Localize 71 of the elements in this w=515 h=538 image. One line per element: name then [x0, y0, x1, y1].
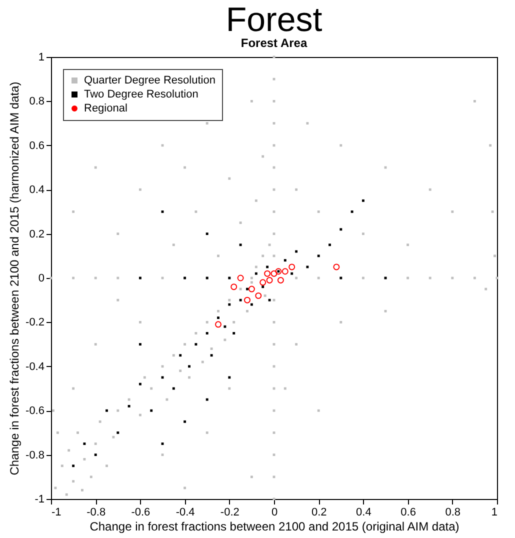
point — [333, 264, 340, 270]
x-tick-label: -0.2 — [220, 506, 240, 518]
point — [350, 210, 354, 213]
point — [239, 298, 242, 302]
point — [282, 268, 288, 275]
point — [255, 292, 262, 299]
point — [284, 259, 286, 262]
chart-subtitle: Forest Area — [240, 36, 308, 50]
point — [194, 343, 198, 346]
x-tick-label: -0.4 — [176, 506, 195, 518]
point — [290, 272, 294, 275]
y-tick-label: 0.6 — [29, 140, 44, 152]
point — [239, 244, 242, 246]
y-tick-label: -0.6 — [26, 405, 44, 418]
point — [260, 279, 266, 286]
point — [138, 382, 142, 386]
point — [206, 232, 208, 236]
point — [230, 284, 238, 290]
point — [184, 420, 186, 423]
x-tick-label: 0 — [271, 506, 278, 518]
point — [116, 431, 120, 434]
y-axis-title: Change in forest fractions between 2100 and 2015 (harmonized AIM data) — [8, 82, 22, 476]
y-tick-label: 1 — [38, 52, 44, 64]
point — [224, 325, 226, 328]
point — [248, 286, 255, 292]
point — [94, 454, 97, 456]
x-tick-label: -0.6 — [131, 506, 150, 518]
point — [264, 270, 271, 277]
x-tick-label: 0.2 — [311, 506, 327, 518]
y-tick-label: 0.2 — [29, 228, 44, 240]
point — [288, 264, 296, 270]
point — [244, 296, 250, 304]
x-tick-label: 0.8 — [445, 506, 461, 518]
chart-title: Forest — [226, 1, 323, 39]
x-tick-label: 0.4 — [356, 506, 372, 518]
point — [262, 286, 264, 288]
x-tick-label: -1 — [52, 506, 62, 518]
x-axis-title: Change in forest fractions between 2100 and 2015 (original AIM data) — [90, 520, 460, 534]
y-tick-label: 0.8 — [29, 96, 44, 108]
point — [254, 272, 258, 275]
point — [72, 464, 75, 468]
point — [362, 199, 364, 202]
point — [179, 354, 182, 357]
point — [268, 298, 271, 302]
y-tick-label: -0.2 — [26, 316, 44, 329]
point — [150, 409, 153, 412]
point — [317, 254, 320, 258]
point — [228, 376, 231, 379]
point — [138, 343, 142, 346]
point — [270, 270, 278, 277]
point — [306, 266, 309, 268]
x-tick-label: 0.6 — [400, 506, 416, 518]
point — [215, 321, 222, 328]
legend-label: Two Degree Resolution — [84, 88, 198, 100]
legend-label: Regional — [84, 102, 128, 114]
point — [128, 404, 130, 408]
point — [206, 398, 208, 401]
point — [340, 228, 342, 231]
y-tick-label: 0 — [38, 272, 44, 284]
y-tick-label: -0.8 — [26, 449, 44, 462]
point — [237, 274, 244, 282]
y-tick-label: 0.4 — [29, 184, 44, 196]
point — [277, 276, 284, 284]
point — [266, 266, 269, 268]
point — [210, 354, 213, 357]
x-tick-label: 1 — [491, 506, 498, 518]
y-tick-label: -0.4 — [26, 360, 44, 373]
x-tick-label: -0.8 — [86, 506, 106, 518]
legend-label: Quarter Degree Resolution — [84, 74, 216, 86]
y-tick-label: -1 — [34, 494, 44, 506]
point — [266, 276, 273, 284]
